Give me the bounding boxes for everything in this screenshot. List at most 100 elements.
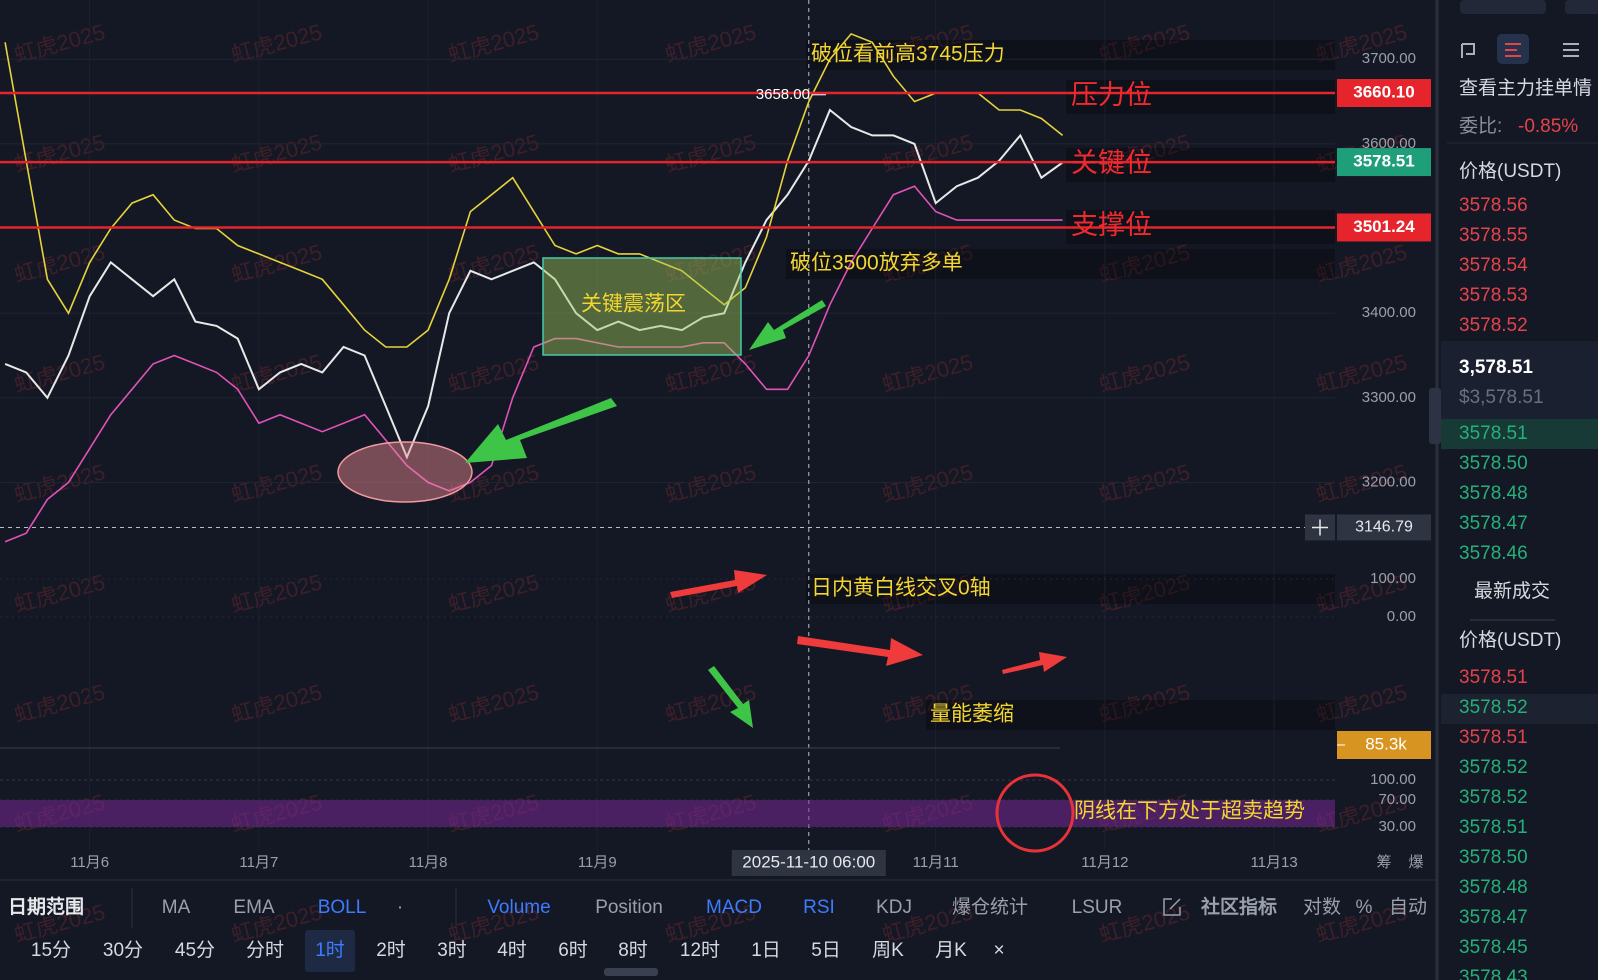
indicator-button[interactable]: LSUR [1072,897,1123,918]
timeframe-button[interactable]: 15分 [31,939,71,961]
arrow [465,398,617,463]
annotation: 关键震荡区 [581,293,686,316]
arrow [708,666,753,728]
ask-price: 3578.54 [1459,255,1528,276]
backdrop [926,700,1335,730]
last-price: 3,578.51 [1459,357,1533,378]
timeframe-button[interactable]: 12时 [680,939,720,961]
timeframe-button[interactable]: 8时 [618,939,648,961]
indicator-button[interactable]: MA [162,897,191,918]
indicator-button[interactable]: MACD [706,897,762,918]
timeframe-button[interactable]: 5日 [811,940,841,961]
indicator-button[interactable]: EMA [233,897,275,918]
range-box [542,257,742,356]
highlight-circle [995,773,1075,853]
icon[interactable] [1563,43,1579,57]
timeframe-button[interactable]: × [993,940,1004,961]
timeframe-button[interactable]: 月K [935,940,967,961]
volume-tag: 85.3k [1365,734,1407,753]
top-button[interactable] [1460,0,1546,14]
drag-handle[interactable] [604,968,658,976]
trade-price: 3578.52 [1459,757,1528,778]
timeframe-button[interactable]: 6时 [558,939,588,961]
bid-price: 3578.48 [1459,483,1528,504]
rsi-tick-label: 30.00 [1378,818,1416,835]
red-arrows [670,570,1067,674]
crosshair-price-label: 3146.79 [1355,519,1413,536]
y-tick-label: 3600.00 [1362,135,1416,152]
timeframe-button[interactable]: 周K [872,940,904,961]
indicator-button[interactable]: BOLL [318,897,367,918]
x-tick-label: 11月6 [70,854,109,871]
indicator-button[interactable]: 社区指标 [1200,895,1277,918]
timeframe-button[interactable]: 3时 [437,939,467,961]
macd-tick-label: 100.00 [1370,570,1416,587]
trade-price: 3578.50 [1459,847,1528,868]
trade-price: 3578.45 [1459,937,1528,958]
y-tick-label: 3400.00 [1362,304,1416,321]
annotation: 破位看前高3745压力 [811,43,1005,66]
ratio-value: -0.85% [1518,116,1578,137]
annotation: 日内黄白线交叉0轴 [811,577,991,600]
volume-tag-bg [1337,731,1431,759]
timeframe-button[interactable]: 1日 [751,940,781,961]
trades-header: 价格(USDT) [1459,629,1561,651]
bid-price: 3578.47 [1459,513,1528,534]
timeframe-button[interactable]: 45分 [175,939,215,961]
crosshair-x-label-bg [731,850,886,876]
annotation: 量能萎缩 [930,703,1014,726]
timeframe-button[interactable]: 1时 [315,939,345,961]
ratio-label: 委比: [1459,115,1502,137]
indicator-button[interactable]: 日期范围 [8,895,84,918]
bid-highlight [1441,419,1598,449]
rsi-tick-label: 70.00 [1378,791,1416,808]
price-tag-bg [1337,79,1431,108]
collapse-handle[interactable] [1429,388,1441,444]
icon[interactable] [1461,43,1475,58]
bid-price: 3578.46 [1459,543,1528,564]
arrow [797,636,923,666]
x-tick-label: 11月12 [1081,854,1128,871]
timeframe-button[interactable]: 4时 [497,939,527,961]
top-button[interactable] [1565,0,1598,14]
annotations: 破位看前高3745压力压力位关键位支撑位破位3500放弃多单关键震荡区日内黄白线… [581,43,1305,823]
price-tag: 3578.51 [1353,152,1414,171]
indicator-button[interactable]: Volume [487,897,550,918]
timeframe-button[interactable]: 分时 [246,939,284,961]
indicator-button[interactable]: · [397,897,403,918]
annotation: 关键位 [1071,148,1152,178]
y-tick-label: 3700.00 [1362,50,1416,67]
timeframe-button[interactable]: 2时 [376,939,406,961]
active-timeframe-bg [305,930,355,972]
x-tick-label: 11月9 [578,854,617,871]
price-tag-bg [1337,213,1431,242]
indicator-button[interactable]: RSI [803,897,835,918]
x-tick-label: 11月13 [1250,854,1297,871]
indicator-button[interactable]: % [1356,897,1373,918]
icon[interactable] [1505,43,1521,57]
order-book-title: 查看主力挂单情 [1459,77,1592,99]
indicator-button[interactable]: 自动 [1389,896,1427,918]
ask-price: 3578.56 [1459,195,1528,216]
trade-price: 3578.48 [1459,877,1528,898]
trade-price: 3578.51 [1459,817,1528,838]
price-line [4,108,1064,460]
ask-price: 3578.52 [1459,315,1528,336]
backdrop [1066,80,1335,114]
timeframe-button[interactable]: 30分 [103,939,143,961]
ask-price: 3578.55 [1459,225,1528,246]
corner-label: 筹 [1376,854,1391,871]
arrow [670,570,767,598]
price-tag: 3660.10 [1353,83,1414,102]
highlight-ellipse [337,441,473,503]
toolbar: 日期范围 MA EMA BOLL · Volume Position MACD RSI KDJ 爆仓… [8,895,1427,972]
indicator-button[interactable]: 对数 [1303,896,1341,918]
indicator-button[interactable]: KDJ [876,897,912,918]
view-icons [1461,34,1579,64]
indicator-button[interactable]: 爆仓统计 [952,896,1028,918]
indicator-button[interactable]: Position [595,897,663,918]
annotation: 阴线在下方处于超卖趋势 [1074,800,1305,823]
x-tick-label: 11月8 [409,854,448,871]
